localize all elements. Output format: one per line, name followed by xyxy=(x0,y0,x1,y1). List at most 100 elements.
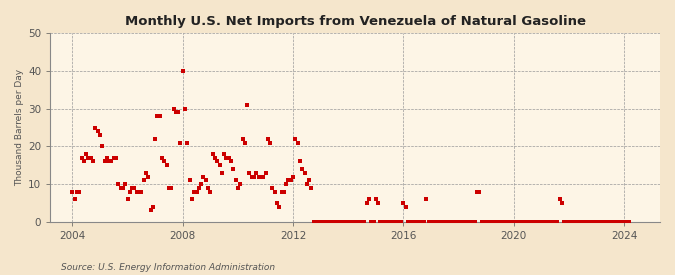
Point xyxy=(361,201,372,205)
Point xyxy=(194,186,205,190)
Point xyxy=(263,137,273,141)
Point xyxy=(76,155,87,160)
Point xyxy=(522,219,533,224)
Point xyxy=(106,159,117,164)
Point xyxy=(325,219,335,224)
Point xyxy=(600,219,611,224)
Point xyxy=(460,219,471,224)
Point xyxy=(302,182,313,186)
Point xyxy=(129,186,140,190)
Point xyxy=(343,219,354,224)
Point xyxy=(184,178,195,183)
Point xyxy=(78,159,89,164)
Point xyxy=(552,219,563,224)
Point xyxy=(240,141,250,145)
Point xyxy=(619,219,630,224)
Point xyxy=(171,110,182,115)
Point xyxy=(483,219,494,224)
Point xyxy=(258,174,269,179)
Point xyxy=(387,219,398,224)
Point xyxy=(518,219,529,224)
Point xyxy=(209,155,220,160)
Point xyxy=(286,178,296,183)
Point xyxy=(414,219,425,224)
Point xyxy=(283,178,294,183)
Point xyxy=(566,219,576,224)
Point xyxy=(207,152,218,156)
Point xyxy=(136,189,146,194)
Point xyxy=(490,219,501,224)
Point xyxy=(598,219,609,224)
Point xyxy=(111,155,122,160)
Point xyxy=(526,219,537,224)
Point xyxy=(531,219,542,224)
Point xyxy=(557,201,568,205)
Point xyxy=(299,170,310,175)
Point xyxy=(570,219,581,224)
Point xyxy=(223,155,234,160)
Point xyxy=(534,219,545,224)
Point xyxy=(421,197,432,201)
Point xyxy=(375,219,386,224)
Point xyxy=(217,170,227,175)
Point xyxy=(610,219,620,224)
Point xyxy=(515,219,526,224)
Point xyxy=(288,174,298,179)
Point xyxy=(500,219,510,224)
Point xyxy=(138,178,149,183)
Point xyxy=(418,219,429,224)
Point xyxy=(580,219,591,224)
Point xyxy=(593,219,604,224)
Point xyxy=(582,219,593,224)
Point xyxy=(124,189,135,194)
Point xyxy=(359,219,370,224)
Point xyxy=(495,219,506,224)
Point xyxy=(474,189,485,194)
Point xyxy=(479,219,489,224)
Point xyxy=(394,219,404,224)
Y-axis label: Thousand Barrels per Day: Thousand Barrels per Day xyxy=(15,69,24,186)
Point xyxy=(605,219,616,224)
Point xyxy=(492,219,503,224)
Point xyxy=(446,219,457,224)
Point xyxy=(603,219,614,224)
Point xyxy=(587,219,597,224)
Point xyxy=(589,219,599,224)
Point xyxy=(290,137,301,141)
Point xyxy=(147,204,158,209)
Point xyxy=(175,141,186,145)
Point xyxy=(155,114,165,119)
Point xyxy=(74,189,84,194)
Point xyxy=(225,159,236,164)
Point xyxy=(313,219,324,224)
Point xyxy=(485,219,496,224)
Point xyxy=(488,219,499,224)
Point xyxy=(219,152,230,156)
Point xyxy=(549,219,560,224)
Point xyxy=(297,167,308,171)
Point xyxy=(508,219,519,224)
Point xyxy=(140,170,151,175)
Point xyxy=(426,219,437,224)
Point xyxy=(134,189,144,194)
Point xyxy=(538,219,549,224)
Point xyxy=(269,189,280,194)
Point xyxy=(120,182,131,186)
Point xyxy=(405,219,416,224)
Point xyxy=(67,189,78,194)
Point xyxy=(338,219,349,224)
Point xyxy=(180,106,190,111)
Point xyxy=(256,174,267,179)
Point xyxy=(541,219,551,224)
Point xyxy=(152,114,163,119)
Point xyxy=(182,141,193,145)
Point xyxy=(529,219,540,224)
Point xyxy=(235,182,246,186)
Point xyxy=(310,219,321,224)
Point xyxy=(178,69,188,73)
Point xyxy=(398,201,409,205)
Point xyxy=(276,189,287,194)
Point xyxy=(232,186,243,190)
Point xyxy=(585,219,595,224)
Point xyxy=(400,204,411,209)
